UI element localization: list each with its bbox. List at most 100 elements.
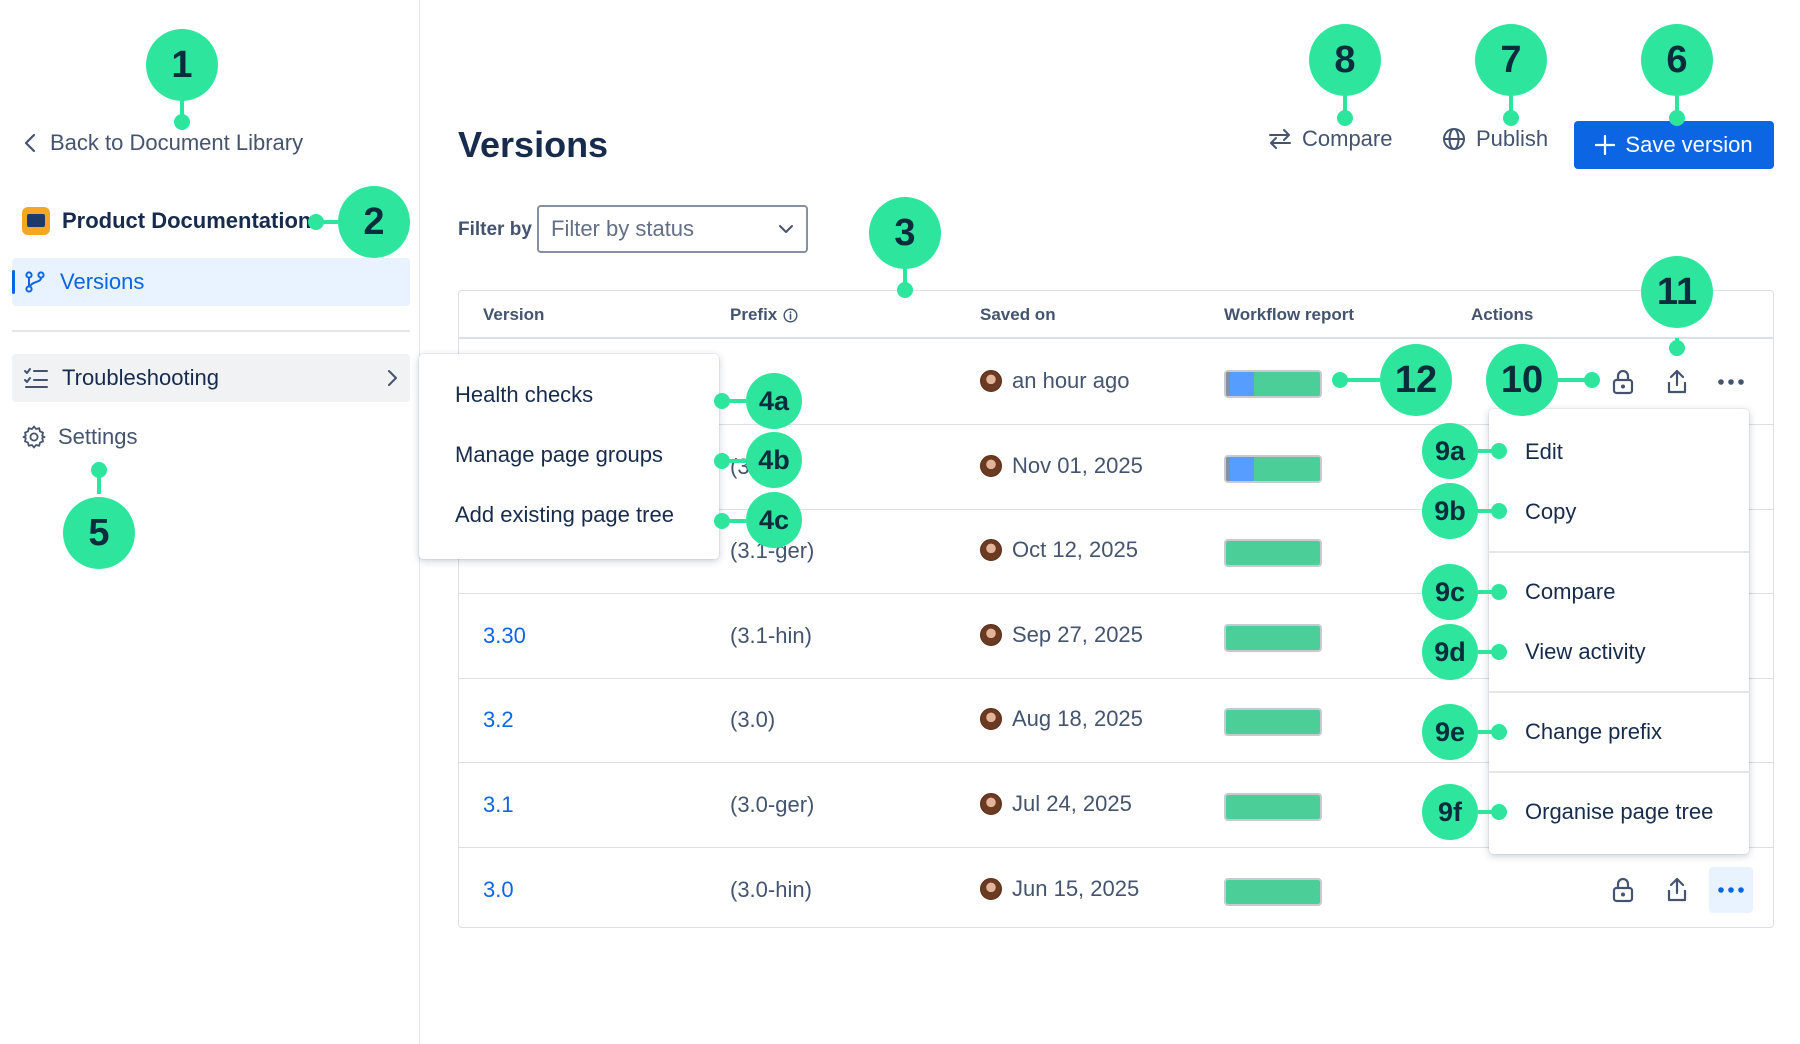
callout-anchor-dot xyxy=(1491,503,1507,519)
callout-connector xyxy=(1478,650,1498,654)
arrows-swap-icon xyxy=(1269,129,1291,149)
callout-connector xyxy=(722,459,746,463)
menu-separator xyxy=(1489,771,1749,773)
status-filter-select[interactable]: Filter by status xyxy=(537,205,808,253)
sidebar-item-troubleshooting[interactable]: Troubleshooting xyxy=(12,354,410,402)
saved-on-cell: Jun 15, 2025 xyxy=(980,876,1139,902)
callout-7: 7 xyxy=(1475,24,1547,96)
callout-anchor-dot xyxy=(1491,644,1507,660)
avatar xyxy=(980,454,1002,477)
menu-item-view-activity[interactable]: View activity xyxy=(1525,639,1646,664)
share-icon[interactable] xyxy=(1655,867,1699,913)
workflow-report-bar[interactable] xyxy=(1224,370,1322,398)
more-icon[interactable] xyxy=(1709,359,1753,405)
menu-item-health-checks[interactable]: Health checks xyxy=(455,382,594,407)
saved-on-text: Aug 18, 2025 xyxy=(1012,706,1143,732)
version-link[interactable]: 3.2 xyxy=(483,707,514,733)
workflow-segment xyxy=(1226,879,1320,904)
share-icon[interactable] xyxy=(1655,359,1699,405)
callout-connector xyxy=(1478,449,1498,453)
prefix-cell: (3.0-ger) xyxy=(730,792,815,817)
back-to-library-link[interactable]: Back to Document Library xyxy=(22,130,303,156)
workflow-report-bar[interactable] xyxy=(1224,708,1322,737)
callout-9f: 9f xyxy=(1422,784,1478,840)
workflow-segment xyxy=(1226,372,1230,396)
avatar xyxy=(980,708,1002,731)
chevron-right-icon xyxy=(388,370,397,386)
callout-anchor-dot xyxy=(714,453,730,469)
version-link[interactable]: 3.1 xyxy=(483,792,514,817)
callout-6: 6 xyxy=(1641,24,1713,96)
saved-on-cell: an hour ago xyxy=(980,368,1129,394)
workflow-segment xyxy=(1226,625,1320,650)
sidebar-item-label: Settings xyxy=(58,424,138,449)
workflow-segment xyxy=(1254,372,1320,396)
callout-9c: 9c xyxy=(1422,564,1478,620)
callout-anchor-dot xyxy=(1491,584,1507,600)
column-header-prefix-label: Prefix xyxy=(730,305,778,324)
workflow-report-bar[interactable] xyxy=(1224,877,1322,906)
row-actions xyxy=(1601,359,1753,405)
sidebar-item-settings[interactable]: Settings xyxy=(22,424,138,450)
callout-anchor-dot xyxy=(1491,724,1507,740)
menu-item-change-prefix[interactable]: Change prefix xyxy=(1525,719,1662,744)
version-link[interactable]: 3.0 xyxy=(483,876,514,902)
column-header-version[interactable]: Version xyxy=(483,305,545,324)
chevron-left-icon xyxy=(24,133,36,153)
callout-connector xyxy=(97,472,101,494)
save-version-button[interactable]: Save version xyxy=(1574,121,1774,169)
avatar xyxy=(980,623,1002,646)
sidebar: Back to Document Library Product Documen… xyxy=(0,0,420,1044)
workflow-segment xyxy=(1226,795,1320,819)
menu-item-manage-page-groups[interactable]: Manage page groups xyxy=(455,442,663,467)
column-header-saved-on[interactable]: Saved on xyxy=(980,305,1056,324)
callout-4c: 4c xyxy=(746,492,802,548)
table-row: 3.0 (3.0-hin) Jun 15, 2025 xyxy=(459,849,1773,933)
prefix-cell: (3.0) xyxy=(730,707,776,733)
publish-label: Publish xyxy=(1476,126,1549,151)
table-row: 3.2 (3.0) Aug 18, 2025 xyxy=(459,679,1773,764)
gear-icon xyxy=(22,425,46,449)
space-header[interactable]: Product Documentation xyxy=(22,207,311,235)
workflow-report-bar[interactable] xyxy=(1224,623,1322,652)
callout-connector xyxy=(1554,378,1588,382)
publish-button[interactable]: Publish xyxy=(1442,126,1548,152)
saved-on-cell: Oct 12, 2025 xyxy=(980,537,1138,563)
menu-item-edit[interactable]: Edit xyxy=(1525,439,1563,464)
compare-button[interactable]: Compare xyxy=(1268,126,1392,152)
callout-9d: 9d xyxy=(1422,624,1478,680)
more-icon[interactable] xyxy=(1709,866,1753,913)
callout-anchor-dot xyxy=(1491,804,1507,820)
avatar xyxy=(980,793,1002,815)
callout-anchor-dot xyxy=(1669,340,1685,356)
lock-icon[interactable] xyxy=(1601,867,1645,913)
version-link[interactable]: 3.30 xyxy=(483,622,526,648)
callout-connector xyxy=(722,519,746,523)
prefix-cell: (3.1-hin) xyxy=(730,622,812,648)
callout-anchor-dot xyxy=(1491,443,1507,459)
workflow-report-bar[interactable] xyxy=(1224,793,1322,821)
sidebar-item-versions[interactable]: Versions xyxy=(12,258,410,306)
workflow-report-bar[interactable] xyxy=(1224,539,1322,568)
saved-on-text: Sep 27, 2025 xyxy=(1012,621,1143,647)
callout-connector xyxy=(1509,96,1513,118)
callout-anchor-dot xyxy=(91,462,107,478)
menu-item-organise-page-tree[interactable]: Organise page tree xyxy=(1525,799,1714,824)
row-actions xyxy=(1601,866,1753,913)
status-filter-placeholder: Filter by status xyxy=(551,216,695,241)
callout-10: 10 xyxy=(1486,344,1558,416)
lock-icon[interactable] xyxy=(1601,359,1645,405)
menu-item-copy[interactable]: Copy xyxy=(1525,499,1577,524)
callout-anchor-dot xyxy=(1332,372,1348,388)
workflow-segment xyxy=(1226,456,1230,481)
menu-item-add-existing-page-tree[interactable]: Add existing page tree xyxy=(455,502,674,527)
workflow-report-bar[interactable] xyxy=(1224,454,1322,483)
workflow-segment xyxy=(1229,372,1255,396)
menu-item-compare[interactable]: Compare xyxy=(1525,579,1616,604)
saved-on-cell: Aug 18, 2025 xyxy=(980,706,1143,732)
space-name: Product Documentation xyxy=(62,208,312,233)
troubleshooting-submenu: Health checks Manage page groups Add exi… xyxy=(419,354,719,559)
info-icon[interactable] xyxy=(783,307,798,323)
branch-icon xyxy=(25,271,45,293)
callout-11: 11 xyxy=(1641,256,1713,328)
